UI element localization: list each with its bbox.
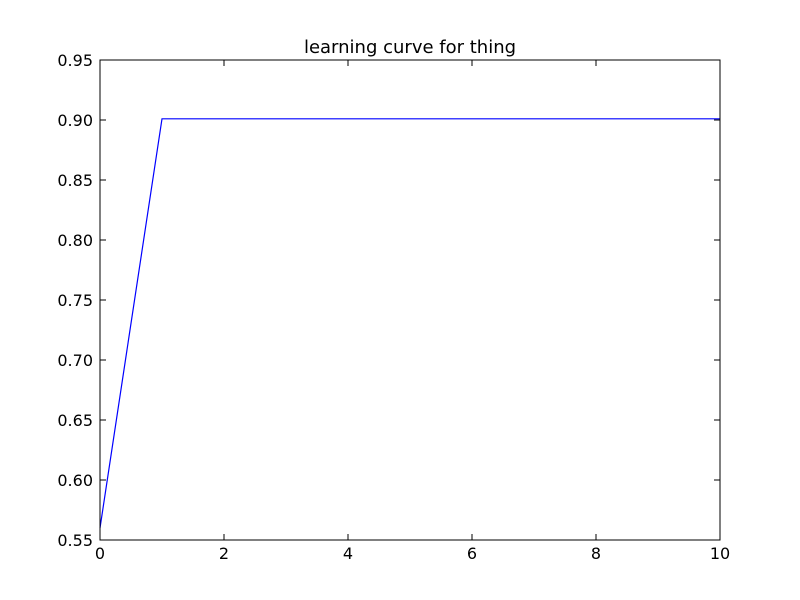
chart-title: learning curve for thing [304,37,516,58]
y-tick-label: 0.85 [57,171,93,190]
tick-layer: 0 2 4 6 8 10 0.55 0.60 0.65 0.70 0.75 0.80 0.85 0.90 0… [57,51,730,563]
plot-frame [99,59,721,541]
y-tick-label: 0.55 [57,531,93,550]
y-tick-label: 0.95 [57,51,93,70]
x-tick-label: 2 [219,544,229,563]
y-tick-label: 0.65 [57,411,93,430]
series-line-0 [99,118,720,529]
x-tick-label: 6 [467,544,477,563]
y-tick-label: 0.70 [57,351,93,370]
x-tick-label: 8 [591,544,601,563]
plot-area [100,60,720,540]
x-tick-label: 0 [95,544,105,563]
y-tick-label: 0.75 [57,291,93,310]
x-tick-label: 4 [343,544,353,563]
y-tick-label: 0.80 [57,231,93,250]
y-tick-label: 0.90 [57,111,93,130]
y-tick-label: 0.60 [57,471,93,490]
x-tick-label: 10 [710,544,730,563]
series-layer [99,118,720,529]
